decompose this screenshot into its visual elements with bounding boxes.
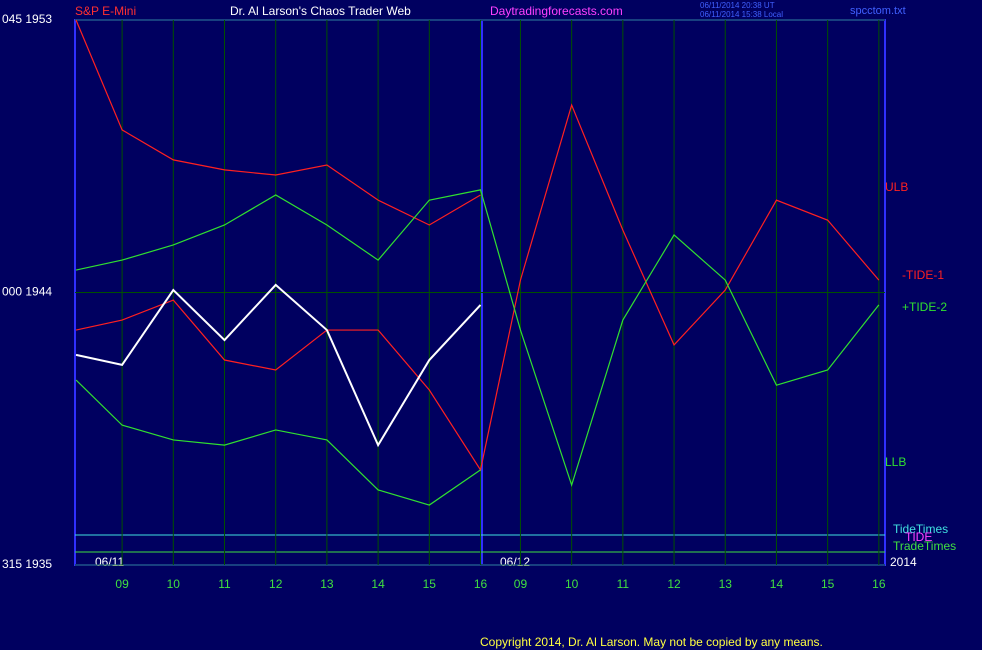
x-tick-label: 11 [218, 577, 231, 591]
x-tick-label: 13 [320, 577, 334, 591]
x-tick-label: 15 [423, 577, 437, 591]
series-line [75, 379, 481, 506]
date-label: 06/11 [95, 555, 124, 569]
x-tick-label: 16 [872, 577, 886, 591]
x-tick-label: 11 [617, 577, 630, 591]
timestamp: 06/11/2014 15:38 Local [700, 10, 783, 19]
annotation: TradeTimes [893, 539, 956, 553]
x-tick-label: 16 [474, 577, 488, 591]
annotation: TIDE [905, 530, 932, 544]
x-tick-label: 13 [719, 577, 733, 591]
date-label: 06/12 [500, 555, 530, 569]
annotation: TideTimes [893, 522, 948, 536]
x-tick-label: 14 [770, 577, 784, 591]
x-tick-label: 12 [667, 577, 681, 591]
legend-label: -TIDE-1 [902, 268, 944, 282]
chart-title: Dr. Al Larson's Chaos Trader Web [230, 4, 411, 18]
legend-label: LLB [885, 455, 906, 469]
instrument: S&P E-Mini [75, 4, 136, 18]
x-tick-label: 15 [821, 577, 835, 591]
legend-label: +TIDE-2 [902, 300, 947, 314]
x-tick-label: 14 [371, 577, 385, 591]
timestamp: 06/11/2014 20:38 UT [700, 1, 775, 10]
series-line [75, 19, 481, 226]
y-tick-label: 000 1944 [2, 285, 52, 299]
x-tick-label: 12 [269, 577, 283, 591]
file-name: spcctom.txt [850, 5, 906, 17]
x-tick-label: 09 [115, 577, 129, 591]
x-tick-label: 09 [514, 577, 528, 591]
legend-label: ULB [885, 180, 908, 194]
copyright: Copyright 2014, Dr. Al Larson. May not b… [480, 635, 823, 649]
y-tick-label: 315 1935 [2, 557, 52, 571]
x-tick-label: 10 [167, 577, 181, 591]
date-label: 2014 [890, 555, 917, 569]
website: Daytradingforecasts.com [490, 4, 623, 18]
series-line [75, 189, 880, 488]
series-line [75, 283, 482, 448]
x-tick-label: 10 [565, 577, 579, 591]
y-tick-label: 045 1953 [2, 12, 52, 26]
